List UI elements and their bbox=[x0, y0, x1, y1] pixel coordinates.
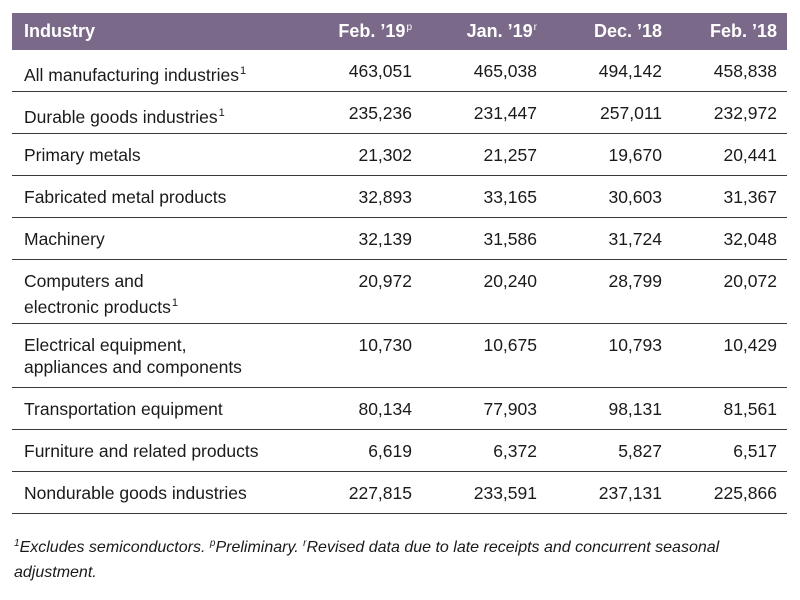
table-cell: 10,730 bbox=[302, 323, 422, 388]
table-cell: 31,724 bbox=[547, 217, 672, 260]
table-cell: 225,866 bbox=[672, 471, 787, 514]
header-superscript: r bbox=[533, 22, 537, 33]
table-cell: 80,134 bbox=[302, 387, 422, 430]
table-cell: 237,131 bbox=[547, 471, 672, 514]
table-cell: 20,240 bbox=[422, 259, 547, 324]
table-cell: 494,142 bbox=[547, 50, 672, 92]
table-cell: 10,429 bbox=[672, 323, 787, 388]
table-cell: 81,561 bbox=[672, 387, 787, 430]
header-feb-18: Feb. ’18 bbox=[672, 13, 787, 50]
table-cell: 6,372 bbox=[422, 429, 547, 472]
table-row: Transportation equipment 80,134 77,903 9… bbox=[12, 387, 787, 430]
footnote-marker: p bbox=[209, 538, 216, 549]
table-cell: 31,367 bbox=[672, 175, 787, 218]
table-row: Furniture and related products 6,619 6,3… bbox=[12, 429, 787, 472]
industry-name: Nondurable goods industries bbox=[12, 471, 302, 514]
table-cell: 33,165 bbox=[422, 175, 547, 218]
table-cell: 257,011 bbox=[547, 91, 672, 134]
table-cell: 19,670 bbox=[547, 133, 672, 176]
table-cell: 28,799 bbox=[547, 259, 672, 324]
table-cell: 31,586 bbox=[422, 217, 547, 260]
table-cell: 20,441 bbox=[672, 133, 787, 176]
industry-name: Computers and electronic products1 bbox=[12, 259, 302, 324]
table-cell: 32,048 bbox=[672, 217, 787, 260]
table-cell: 10,793 bbox=[547, 323, 672, 388]
header-superscript: p bbox=[406, 22, 412, 33]
table-cell: 6,517 bbox=[672, 429, 787, 472]
table-cell: 30,603 bbox=[547, 175, 672, 218]
footnote-text: Revised data due to late receipts and co… bbox=[14, 539, 720, 581]
table-cell: 32,139 bbox=[302, 217, 422, 260]
footnote-marker: r bbox=[303, 538, 307, 549]
table-cell: 465,038 bbox=[422, 50, 547, 92]
industry-name: Transportation equipment bbox=[12, 387, 302, 430]
footnote-text: Preliminary. bbox=[215, 539, 304, 556]
header-dec-18: Dec. ’18 bbox=[547, 13, 672, 50]
header-feb-19: Feb. ’19p bbox=[302, 13, 422, 50]
industry-name: Durable goods industries1 bbox=[12, 91, 302, 134]
table-cell: 21,257 bbox=[422, 133, 547, 176]
industry-name: Machinery bbox=[12, 217, 302, 260]
table-row: Electrical equipment, appliances and comp… bbox=[12, 323, 787, 388]
table-cell: 232,972 bbox=[672, 91, 787, 134]
table-cell: 32,893 bbox=[302, 175, 422, 218]
table-cell: 233,591 bbox=[422, 471, 547, 514]
table-row: Machinery 32,139 31,586 31,724 32,048 bbox=[12, 217, 787, 260]
industry-name: All manufacturing industries1 bbox=[12, 50, 302, 92]
industry-name: Primary metals bbox=[12, 133, 302, 176]
industry-name: Furniture and related products bbox=[12, 429, 302, 472]
table-cell: 463,051 bbox=[302, 50, 422, 92]
table-cell: 458,838 bbox=[672, 50, 787, 92]
table-row: Durable goods industries1 235,236 231,44… bbox=[12, 91, 787, 134]
table-row: All manufacturing industries1 463,051 46… bbox=[12, 50, 787, 92]
table-row: Fabricated metal products 32,893 33,165 … bbox=[12, 175, 787, 218]
table-cell: 21,302 bbox=[302, 133, 422, 176]
table-row: Primary metals 21,302 21,257 19,670 20,4… bbox=[12, 133, 787, 176]
table-cell: 20,972 bbox=[302, 259, 422, 324]
table-cell: 6,619 bbox=[302, 429, 422, 472]
industry-name: Fabricated metal products bbox=[12, 175, 302, 218]
table-cell: 98,131 bbox=[547, 387, 672, 430]
industry-name: Electrical equipment, appliances and comp… bbox=[12, 323, 302, 388]
table-footnote: 1Excludes semiconductors. pPreliminary. … bbox=[14, 531, 784, 585]
header-industry: Industry bbox=[12, 13, 302, 50]
header-jan-19: Jan. ’19r bbox=[422, 13, 547, 50]
footnote-marker: 1 bbox=[14, 538, 20, 549]
table-cell: 5,827 bbox=[547, 429, 672, 472]
table-cell: 227,815 bbox=[302, 471, 422, 514]
table-cell: 231,447 bbox=[422, 91, 547, 134]
footnote-text: Excludes semiconductors. bbox=[19, 539, 210, 556]
table-cell: 235,236 bbox=[302, 91, 422, 134]
table-cell: 20,072 bbox=[672, 259, 787, 324]
table-row: Nondurable goods industries 227,815 233,… bbox=[12, 471, 787, 514]
table-header-row: Industry Feb. ’19p Jan. ’19r Dec. ’18 Fe… bbox=[12, 13, 787, 50]
table-cell: 10,675 bbox=[422, 323, 547, 388]
industry-shipments-table: Industry Feb. ’19p Jan. ’19r Dec. ’18 Fe… bbox=[12, 13, 787, 514]
table-row: Computers and electronic products1 20,972… bbox=[12, 259, 787, 324]
table-cell: 77,903 bbox=[422, 387, 547, 430]
